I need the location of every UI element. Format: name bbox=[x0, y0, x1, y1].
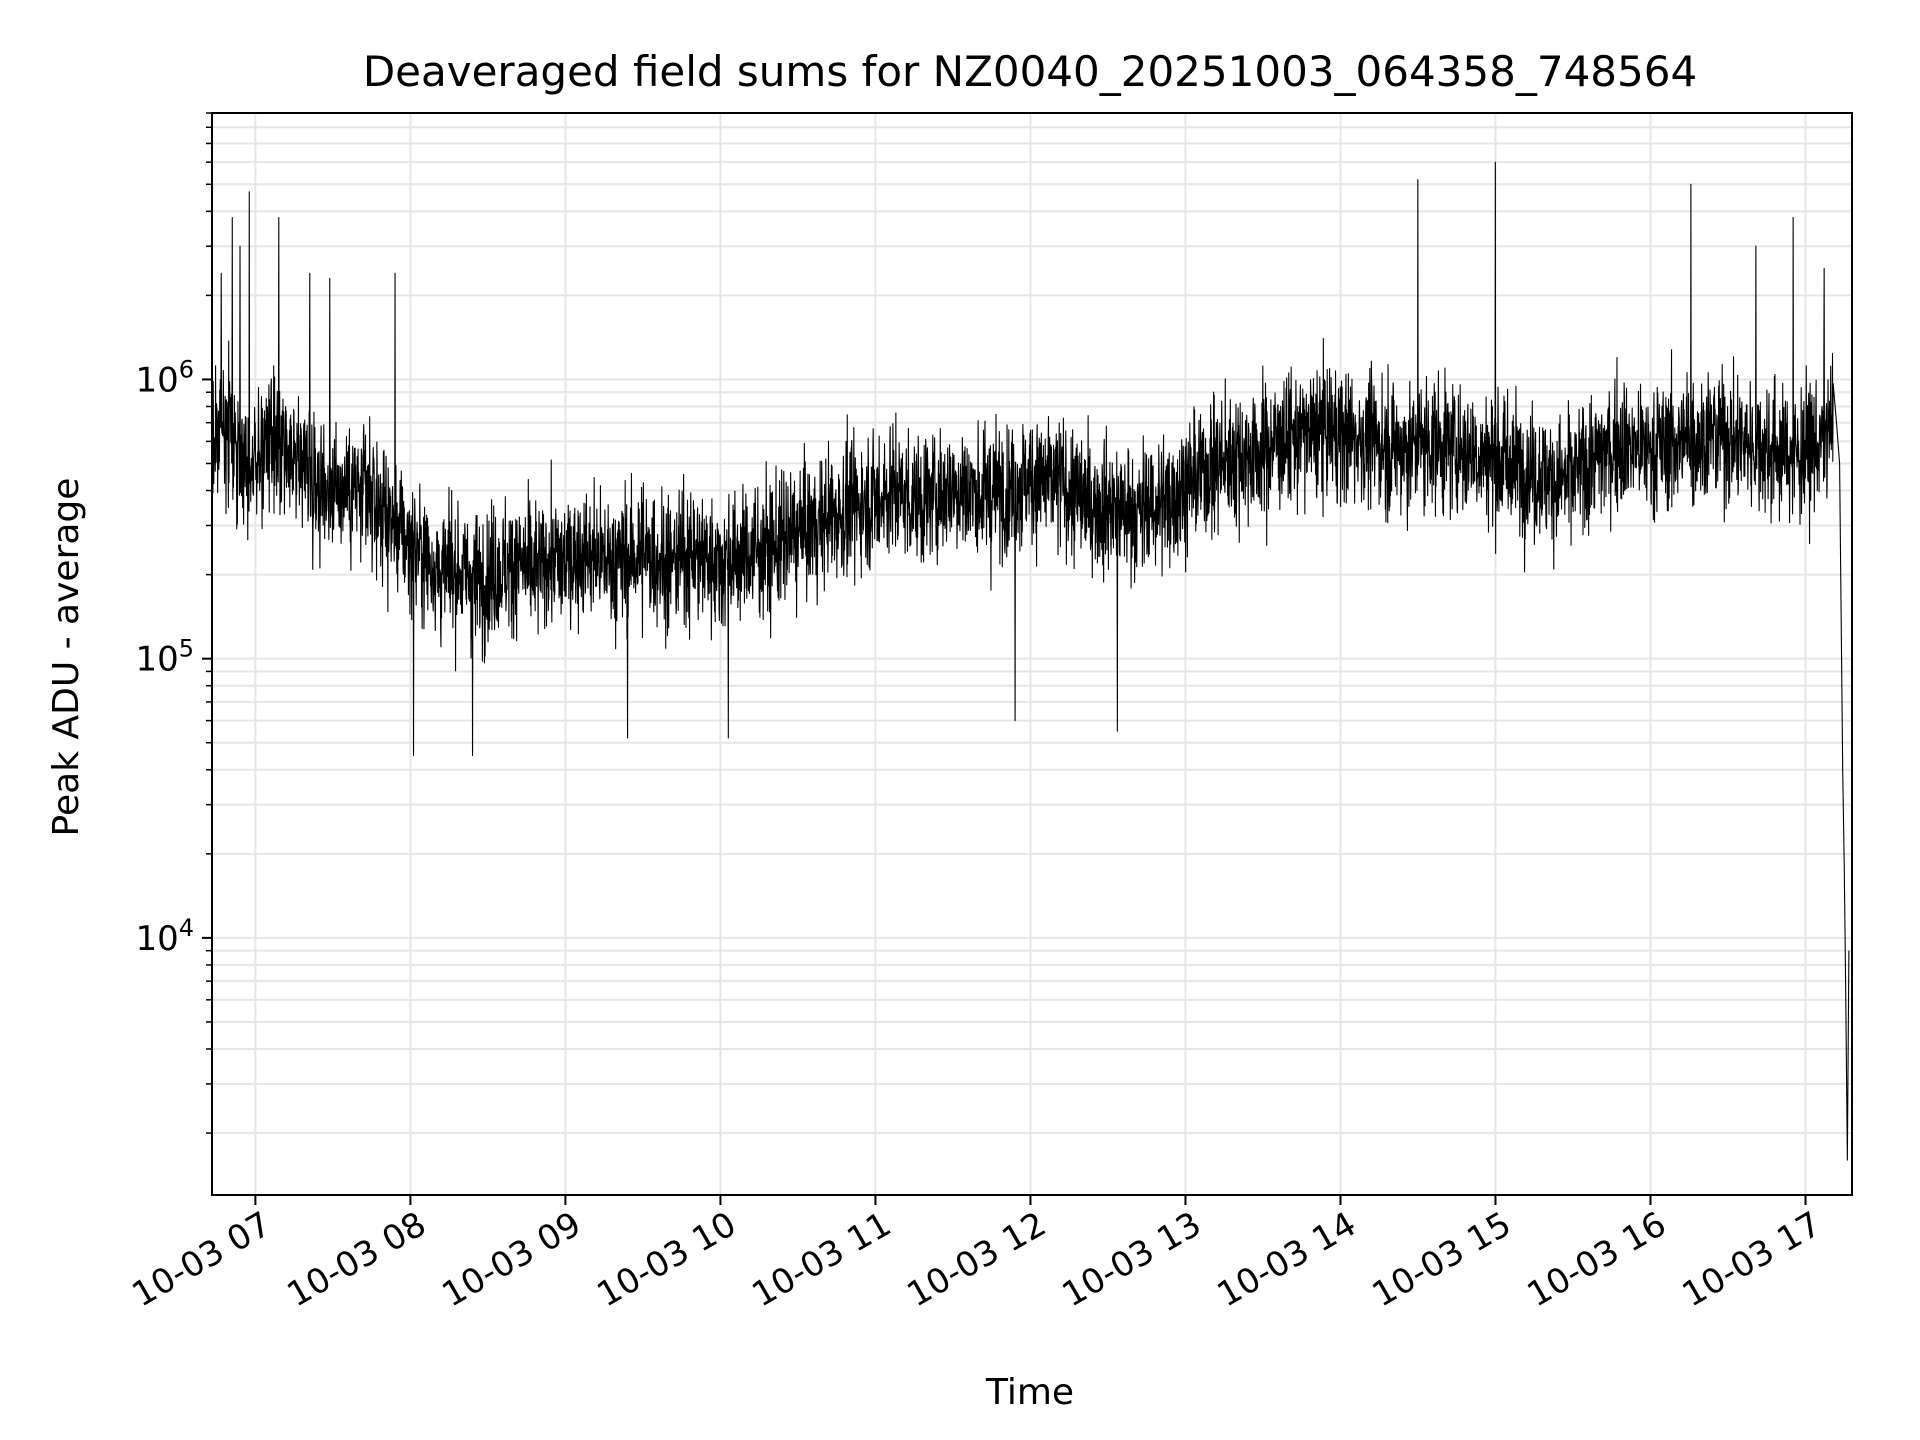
y-axis: 104 105 106 bbox=[135, 112, 212, 1134]
y-tick-label: 105 bbox=[135, 635, 194, 680]
y-tick-label: 104 bbox=[135, 914, 194, 959]
series-group bbox=[211, 161, 1850, 1161]
series-line bbox=[211, 161, 1850, 1161]
plot-frame bbox=[211, 112, 1853, 1196]
y-axis-label: Peak ADU - average bbox=[46, 478, 87, 837]
chart-title: Deaveraged field sums for NZ0040_2025100… bbox=[363, 47, 1697, 96]
x-axis-label: Time bbox=[985, 1372, 1074, 1413]
y-tick-label: 106 bbox=[135, 355, 194, 400]
